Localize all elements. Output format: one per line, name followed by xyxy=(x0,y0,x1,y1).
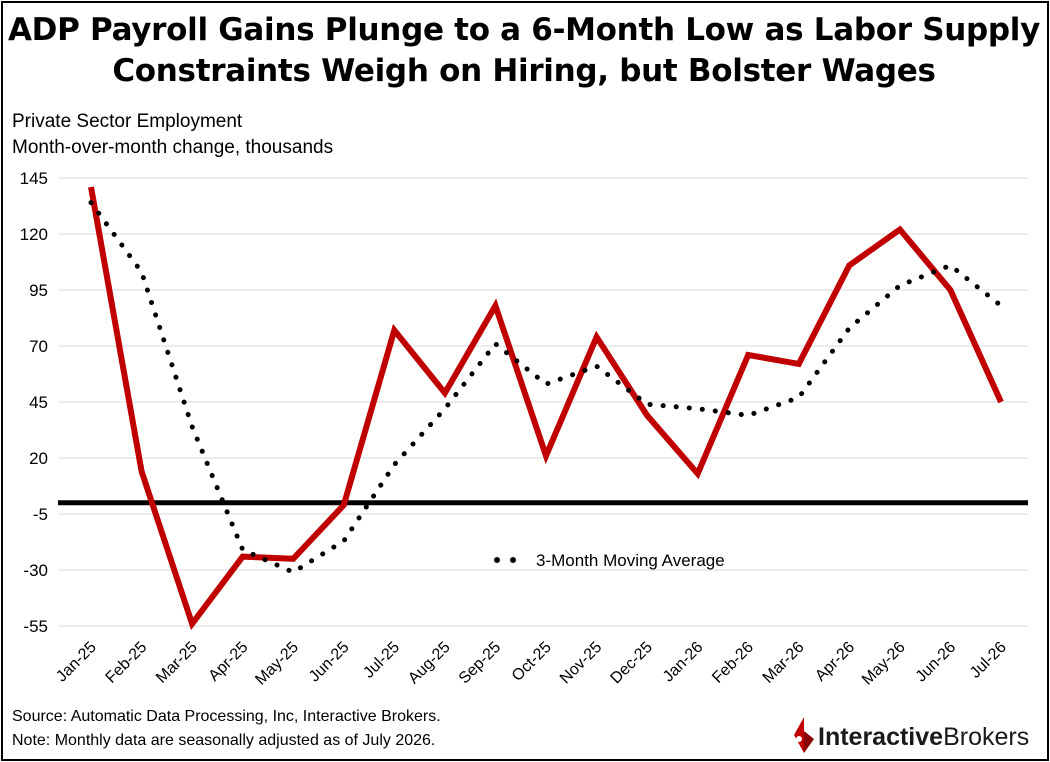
x-tick-label: Apr-26 xyxy=(812,639,858,685)
y-tick-label: 145 xyxy=(20,169,48,188)
chart-title: ADP Payroll Gains Plunge to a 6-Month Lo… xyxy=(7,12,1041,89)
interactive-brokers-logo: InteractiveBrokers xyxy=(790,715,1040,753)
legend-dot xyxy=(494,557,500,563)
x-tick-label: Mar-26 xyxy=(760,639,808,687)
x-tick-label: May-26 xyxy=(859,639,909,689)
y-tick-label: -55 xyxy=(23,617,48,636)
x-tick-label: Jul-25 xyxy=(360,639,403,682)
chart-subtitle-line-2: Month-over-month change, thousands xyxy=(12,137,334,158)
legend: 3-Month Moving Average xyxy=(494,551,725,570)
y-tick-label: -30 xyxy=(23,561,48,580)
x-tick-label: Jul-26 xyxy=(967,639,1010,682)
x-tick-label: Jan-25 xyxy=(53,639,100,686)
gridlines xyxy=(58,177,1028,627)
logo-text-part-2: Brokers xyxy=(943,723,1030,751)
x-tick-label: Jun-25 xyxy=(306,639,353,686)
legend-dot xyxy=(510,557,516,563)
data-note: Note: Monthly data are seasonally adjust… xyxy=(12,732,436,749)
logo-text: InteractiveBrokers xyxy=(818,723,1029,752)
y-tick-label: 70 xyxy=(29,337,48,356)
x-tick-label: Oct-25 xyxy=(509,639,555,685)
x-tick-label: Apr-25 xyxy=(206,639,252,685)
x-axis-ticks: Jan-25 Feb-25 Mar-25 Apr-25 May-25 Jun-25 Jul-… xyxy=(53,639,1010,689)
y-tick-label: 20 xyxy=(29,449,48,468)
y-tick-label: 45 xyxy=(29,393,48,412)
logo-mark-icon xyxy=(794,717,814,753)
y-axis-ticks: 145 120 95 70 45 20 -5 -30 -55 xyxy=(20,169,48,636)
x-tick-label: Feb-25 xyxy=(103,639,151,687)
chart-subtitle-line-1: Private Sector Employment xyxy=(12,111,243,132)
x-tick-label: Jan-26 xyxy=(660,639,707,686)
x-tick-label: May-25 xyxy=(252,639,302,689)
x-tick-label: Nov-25 xyxy=(557,639,606,688)
x-tick-label: Feb-26 xyxy=(709,639,757,687)
y-tick-label: 95 xyxy=(29,281,48,300)
x-tick-label: Mar-25 xyxy=(153,639,201,687)
x-tick-label: Dec-25 xyxy=(607,639,656,688)
logo-text-part-1: Interactive xyxy=(818,723,944,751)
source-note: Source: Automatic Data Processing, Inc, … xyxy=(12,708,441,725)
x-tick-label: Sep-25 xyxy=(456,639,505,688)
y-tick-label: 120 xyxy=(20,225,48,244)
x-tick-label: Aug-25 xyxy=(405,639,454,688)
series-moving-average-line xyxy=(88,200,1004,575)
legend-label: 3-Month Moving Average xyxy=(536,551,725,570)
series-monthly-change-line xyxy=(88,186,1004,631)
x-tick-label: Jun-26 xyxy=(913,639,960,686)
y-tick-label: -5 xyxy=(33,505,48,524)
series-lines xyxy=(88,186,1004,631)
